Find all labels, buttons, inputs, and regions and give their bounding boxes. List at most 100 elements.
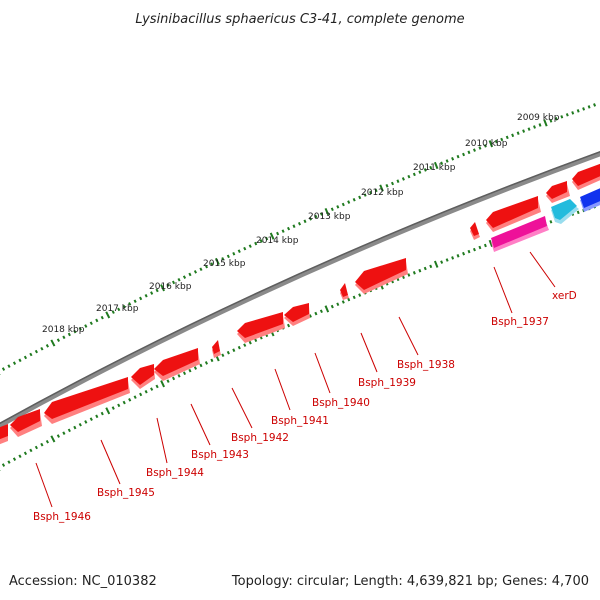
gene-label-bsph-1940[interactable]: Bsph_1940 bbox=[312, 397, 370, 409]
inner-minor-tick bbox=[347, 297, 351, 302]
inner-minor-tick bbox=[193, 366, 198, 370]
inner-minor-tick bbox=[1, 463, 6, 467]
inner-minor-tick bbox=[576, 210, 580, 215]
inner-minor-tick bbox=[407, 273, 411, 277]
gene-label-bsph-1941[interactable]: Bsph_1941 bbox=[271, 415, 329, 427]
outer-minor-tick bbox=[155, 288, 159, 293]
inner-minor-tick bbox=[483, 243, 487, 248]
outer-minor-tick bbox=[286, 226, 291, 231]
gene-arrow-upper-3[interactable] bbox=[572, 162, 600, 190]
outer-minor-tick bbox=[352, 197, 356, 202]
outer-minor-tick bbox=[533, 125, 536, 129]
outer-minor-tick bbox=[407, 174, 411, 179]
gene-arrow-blue[interactable] bbox=[580, 186, 600, 212]
outer-minor-tick bbox=[500, 137, 504, 142]
outer-minor-tick bbox=[67, 332, 71, 337]
gene-arrow-upper-1[interactable] bbox=[486, 196, 541, 232]
outer-minor-tick bbox=[308, 217, 313, 221]
outer-minor-tick bbox=[34, 349, 38, 354]
tick-label-2018: 2018 kbp bbox=[42, 325, 85, 335]
gene-label-bsph-1944[interactable]: Bsph_1944 bbox=[146, 467, 204, 479]
gene-arrow-bsph-1938-small[interactable] bbox=[340, 283, 349, 300]
gene-arrow-bsph-1943[interactable] bbox=[131, 364, 155, 389]
outer-minor-tick bbox=[554, 117, 558, 121]
gene-arrow-bsph-1942[interactable] bbox=[154, 348, 200, 381]
inner-major-tick bbox=[160, 380, 166, 388]
gene-arrow-bsph-1939[interactable] bbox=[284, 303, 310, 326]
inner-minor-tick bbox=[286, 323, 291, 328]
gene-arrow-bsph-1937[interactable] bbox=[491, 216, 549, 252]
gene-label-bsph-1945[interactable]: Bsph_1945 bbox=[97, 487, 155, 499]
outer-minor-tick bbox=[193, 270, 198, 274]
outer-minor-tick bbox=[23, 355, 28, 360]
inner-major-tick bbox=[324, 305, 330, 313]
outer-minor-tick bbox=[276, 231, 280, 236]
outer-minor-tick bbox=[128, 302, 132, 306]
gene-label-bsph-1939[interactable]: Bsph_1939 bbox=[358, 377, 416, 389]
outer-minor-tick bbox=[358, 195, 362, 200]
gene-arrow-bsph-1945[interactable] bbox=[10, 409, 42, 437]
outer-minor-tick bbox=[429, 165, 433, 170]
gene-arrow-bsph-1944[interactable] bbox=[44, 377, 130, 424]
inner-minor-tick bbox=[440, 260, 444, 264]
inner-minor-tick bbox=[358, 293, 362, 297]
gene-arrow-upper-2[interactable] bbox=[546, 181, 570, 203]
gene-label-bsph-1942[interactable]: Bsph_1942 bbox=[231, 432, 289, 444]
inner-minor-tick bbox=[84, 420, 88, 424]
outer-minor-tick bbox=[237, 249, 241, 254]
outer-minor-tick bbox=[369, 190, 373, 195]
outer-minor-tick bbox=[78, 327, 82, 331]
inner-major-tick bbox=[488, 239, 494, 248]
inner-minor-tick bbox=[73, 425, 77, 430]
genome-backbone bbox=[0, 151, 600, 429]
outer-minor-tick bbox=[29, 352, 33, 357]
outer-minor-tick bbox=[226, 254, 230, 259]
outer-minor-tick bbox=[336, 205, 340, 209]
outer-minor-tick bbox=[456, 154, 460, 159]
gene-label-bsph-1946[interactable]: Bsph_1946 bbox=[33, 511, 91, 523]
outer-minor-tick bbox=[571, 111, 575, 115]
inner-minor-tick bbox=[445, 258, 449, 262]
inner-minor-tick bbox=[150, 387, 154, 391]
outer-minor-tick bbox=[396, 179, 400, 183]
gene-arrow-cyan[interactable] bbox=[551, 199, 579, 224]
outer-minor-tick bbox=[95, 318, 99, 323]
outer-minor-tick bbox=[45, 344, 49, 348]
outer-minor-tick bbox=[210, 262, 214, 266]
outer-major-tick bbox=[160, 284, 165, 292]
outer-minor-tick bbox=[593, 103, 597, 107]
gene-arrow-bsph-1946[interactable] bbox=[0, 424, 8, 446]
inner-minor-tick bbox=[34, 445, 38, 450]
outer-minor-tick bbox=[281, 229, 285, 233]
inner-minor-tick bbox=[336, 302, 340, 307]
gene-label-bsph-1937[interactable]: Bsph_1937 bbox=[491, 316, 549, 328]
outer-minor-tick bbox=[204, 264, 209, 269]
inner-minor-tick bbox=[204, 361, 209, 365]
outer-minor-tick bbox=[12, 361, 17, 365]
inner-minor-tick bbox=[232, 348, 236, 352]
outer-major-tick bbox=[379, 184, 384, 192]
tick-label-2011: 2011 kbp bbox=[413, 163, 456, 173]
outer-minor-tick bbox=[144, 293, 148, 298]
outer-major-tick bbox=[433, 161, 439, 170]
inner-minor-tick bbox=[401, 275, 405, 279]
inner-minor-tick bbox=[128, 398, 132, 402]
outer-minor-tick bbox=[483, 144, 487, 148]
gene-label-xerd[interactable]: xerD bbox=[552, 290, 577, 302]
inner-minor-tick bbox=[12, 457, 17, 461]
outer-minor-tick bbox=[494, 139, 498, 144]
gene-label-bsph-1943[interactable]: Bsph_1943 bbox=[191, 449, 249, 461]
outer-minor-tick bbox=[330, 207, 334, 212]
inner-minor-tick bbox=[472, 247, 476, 252]
outer-minor-tick bbox=[40, 346, 44, 351]
outer-minor-tick bbox=[314, 214, 318, 219]
outer-minor-tick bbox=[363, 193, 367, 197]
gene-arrow-bsph-1941[interactable] bbox=[212, 340, 221, 358]
gene-label-bsph-1938[interactable]: Bsph_1938 bbox=[397, 359, 455, 371]
gene-arrow-small-right[interactable] bbox=[470, 222, 480, 240]
outer-minor-tick bbox=[505, 135, 509, 140]
gene-arrow-bsph-1940[interactable] bbox=[237, 312, 285, 343]
inner-minor-tick bbox=[155, 384, 159, 389]
gene-arrow-bsph-1938[interactable] bbox=[355, 258, 408, 294]
